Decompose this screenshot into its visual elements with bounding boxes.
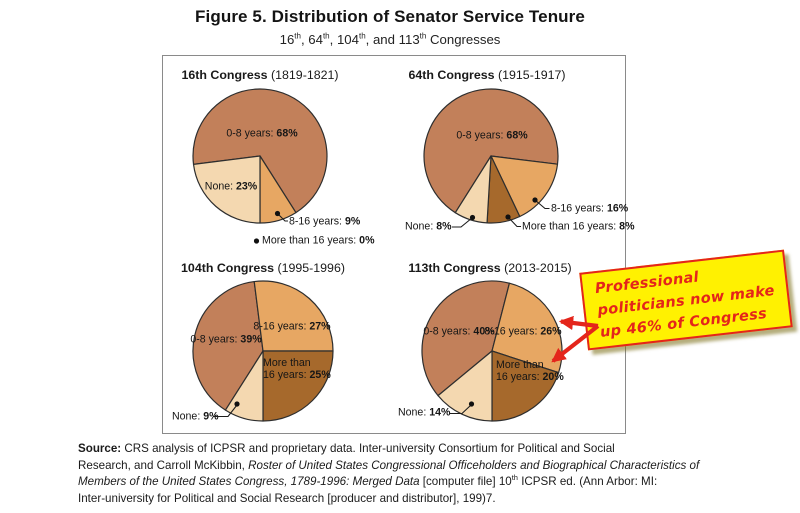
pie-chart-16th [192, 88, 328, 224]
pie113-label-0-8-years: 0-8 years: 40% [423, 325, 495, 338]
pie113-label-8-16-years: 8-16 years: 26% [484, 325, 562, 338]
subtitle-text: 16 [279, 32, 295, 47]
pie16-label-8-16-years: 8-16 years: 9% [289, 215, 361, 228]
subtitle-text: , 104 [329, 32, 359, 47]
source-label: Source: [78, 442, 122, 455]
subtitle-sup: th [419, 31, 427, 41]
pie-chart-64th [423, 88, 559, 224]
source-line-3: Members of the United States Congress, 1… [78, 473, 658, 489]
pie16-label-more-16-years: More than 16 years: 0% [262, 234, 375, 247]
subtitle-sup: th [294, 31, 301, 41]
page-subtitle: 16th, 64th, 104th, and 113th Congresses [0, 32, 780, 47]
pie-title-name: 16th Congress [181, 68, 268, 82]
pie-title-name: 104th Congress [181, 261, 274, 275]
pie-title-16th: 16th Congress (1819-1821) [181, 68, 338, 82]
pie16-label-none: None: 23% [204, 180, 258, 193]
pie-chart-113th [421, 280, 563, 422]
page-title: Figure 5. Distribution of Senator Servic… [195, 7, 585, 26]
pie-title-dates: (1819-1821) [271, 68, 339, 82]
pie-slice-none [437, 350, 493, 422]
subtitle-text: , and 113 [365, 32, 420, 47]
pie64-label-more-16-years: More than 16 years: 8% [522, 220, 635, 233]
pie-title-104th: 104th Congress (1995-1996) [181, 261, 345, 275]
pie104-label-0-8-years: 0-8 years: 39% [190, 333, 262, 346]
pie113-label-more-16-years: More than 16 years: 20% [496, 359, 564, 383]
pie-title-name: 113th Congress [408, 261, 501, 275]
pie-slice-none [192, 155, 261, 224]
pie-slice-8-16-years [490, 155, 559, 218]
pie-title-dates: (1995-1996) [277, 261, 345, 275]
pie-slice-8-16-years [491, 282, 563, 374]
subtitle-text: Congresses [426, 32, 501, 47]
pie-slice-0-8-years [421, 280, 511, 397]
pie-slice-more-than-16-years [262, 350, 334, 422]
pie113-label-none: None: 14% [398, 406, 451, 419]
subtitle-sup: th [322, 31, 330, 41]
pie-slice-0-8-years [423, 88, 559, 214]
pie64-label-0-8-years: 0-8 years: 68% [456, 129, 528, 142]
pie104-label-more-16-years: More than 16 years: 25% [263, 357, 331, 381]
pie104-label-8-16-years: 8-16 years: 27% [253, 320, 331, 333]
pie-title-64th: 64th Congress (1915-1917) [408, 68, 565, 82]
pie-title-dates: (2013-2015) [504, 261, 572, 275]
subtitle-sup: th [358, 31, 366, 41]
subtitle-text: , 64 [300, 32, 323, 47]
pie-slice-0-8-years [192, 88, 328, 214]
pie-title-dates: (1915-1917) [498, 68, 566, 82]
source-line-4: Inter-university for Political and Socia… [78, 491, 496, 505]
pie-slice-more-than-16-years [491, 350, 560, 422]
pie-title-name: 64th Congress [408, 68, 495, 82]
pie16-label-0-8-years: 0-8 years: 68% [226, 127, 298, 140]
pie104-label-none: None: 9% [172, 410, 219, 423]
source-line-2: Research, and Carroll McKibbin, Roster o… [78, 458, 700, 472]
source-note: Source: CRS analysis of ICPSR and propri… [78, 441, 778, 507]
pie64-label-8-16-years: 8-16 years: 16% [551, 202, 629, 215]
pie-chart-104th [192, 280, 334, 422]
source-line-1: Source: CRS analysis of ICPSR and propri… [78, 442, 615, 455]
pie-title-113th: 113th Congress (2013-2015) [408, 261, 571, 275]
pie64-label-none: None: 8% [405, 220, 452, 233]
pie-slice-8-16-years [253, 280, 334, 352]
